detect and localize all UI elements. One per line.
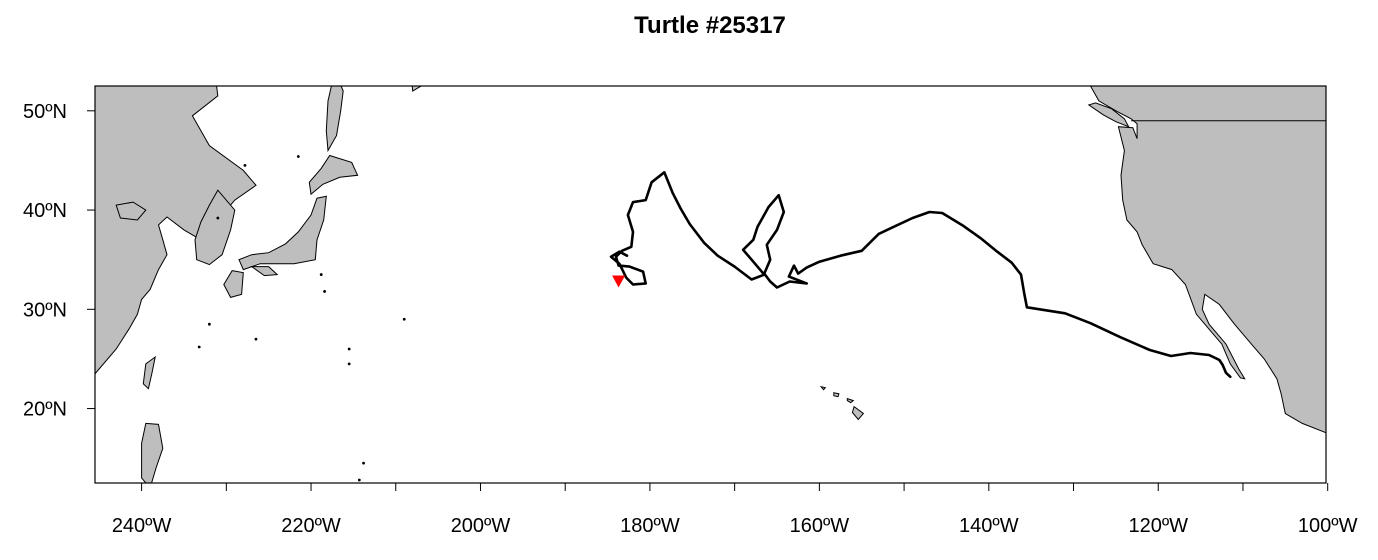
- island-speck: [348, 363, 351, 366]
- land-kamchatka-edge: [404, 12, 446, 91]
- island-speck: [255, 338, 258, 341]
- island-speck: [297, 155, 300, 158]
- island-speck: [208, 323, 211, 326]
- y-tick-label: 20ºN: [23, 399, 67, 421]
- x-tick-label: 220ºW: [281, 515, 341, 537]
- x-tick-label: 160ºW: [790, 515, 850, 537]
- y-axis: 50ºN 40ºN 30ºN 20ºN: [23, 101, 95, 421]
- x-tick-label: 100ºW: [1298, 515, 1358, 537]
- island-speck: [244, 164, 247, 167]
- island-speck: [198, 346, 201, 349]
- x-tick-label: 240ºW: [112, 515, 172, 537]
- island-speck: [323, 290, 326, 293]
- island-speck: [358, 479, 361, 482]
- island-speck: [403, 318, 406, 321]
- x-tick-label: 200ºW: [451, 515, 511, 537]
- island-speck: [216, 217, 219, 220]
- y-tick-label: 50ºN: [23, 101, 67, 123]
- x-tick-label: 120ºW: [1128, 515, 1188, 537]
- island-speck: [320, 273, 323, 276]
- island-speck: [362, 462, 365, 465]
- x-tick-label: 140ºW: [959, 515, 1019, 537]
- land-hawaii-oahu: [834, 393, 839, 397]
- y-tick-label: 40ºN: [23, 200, 67, 222]
- x-axis: 240ºW 220ºW 200ºW 180ºW 160ºW 140ºW 120ºW 100ºW: [112, 483, 1358, 537]
- island-speck: [348, 348, 351, 351]
- y-tick-label: 30ºN: [23, 299, 67, 321]
- x-tick-label: 180ºW: [620, 515, 680, 537]
